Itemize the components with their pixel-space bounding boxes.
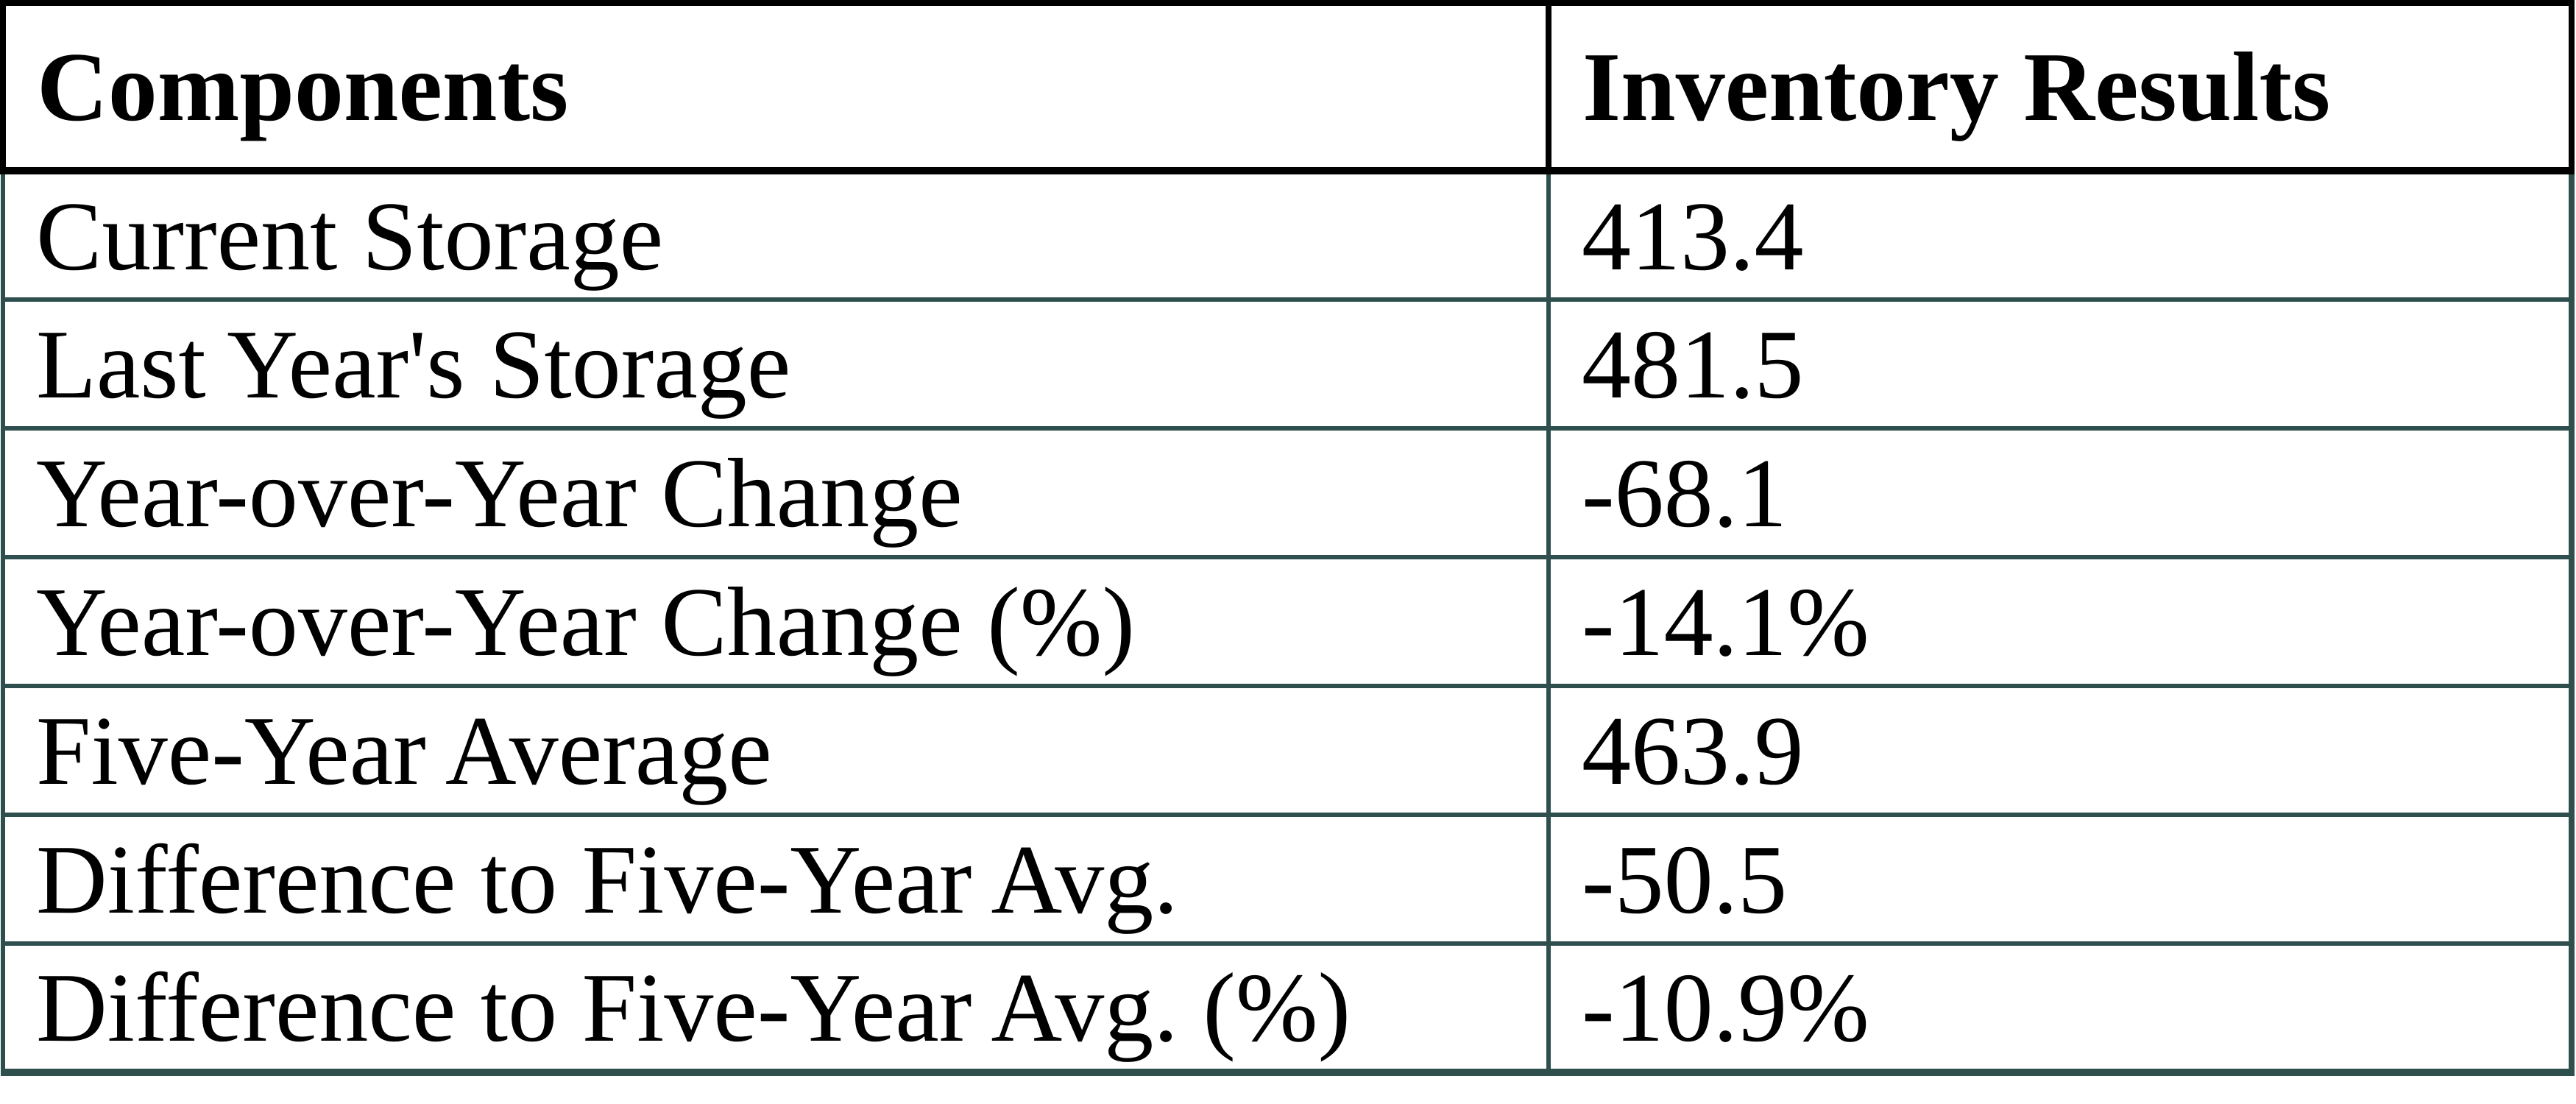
column-header-inventory-results: Inventory Results (1546, 0, 2575, 174)
table-row: Year-over-Year Change (%) -14.1% (1, 555, 2575, 688)
component-label: Difference to Five-Year Avg. (%) (1, 941, 1551, 1076)
component-value: -10.9% (1546, 941, 2575, 1076)
table-row: Difference to Five-Year Avg. -50.5 (1, 813, 2575, 946)
component-value: 481.5 (1546, 297, 2575, 431)
component-value: -68.1 (1546, 426, 2575, 559)
table-row: Current Storage 413.4 (1, 169, 2575, 302)
table-row: Last Year's Storage 481.5 (1, 297, 2575, 431)
component-value: -50.5 (1546, 813, 2575, 946)
column-header-components: Components (0, 0, 1551, 174)
header-row: Components Inventory Results (0, 0, 2575, 174)
component-label: Last Year's Storage (1, 297, 1551, 431)
component-value: 463.9 (1546, 684, 2575, 817)
component-label: Five-Year Average (1, 684, 1551, 817)
table-body: Current Storage 413.4 Last Year's Storag… (1, 169, 2575, 1076)
component-value: 413.4 (1546, 169, 2575, 302)
component-value: -14.1% (1546, 555, 2575, 688)
inventory-results-table: Components Inventory Results Current Sto… (0, 0, 2575, 1076)
component-label: Current Storage (1, 169, 1551, 302)
component-label: Difference to Five-Year Avg. (1, 813, 1551, 946)
component-label: Year-over-Year Change (%) (1, 555, 1551, 688)
table-row: Year-over-Year Change -68.1 (1, 426, 2575, 559)
table-row: Five-Year Average 463.9 (1, 684, 2575, 817)
table-header: Components Inventory Results (0, 0, 2575, 174)
table-row: Difference to Five-Year Avg. (%) -10.9% (1, 941, 2575, 1076)
component-label: Year-over-Year Change (1, 426, 1551, 559)
